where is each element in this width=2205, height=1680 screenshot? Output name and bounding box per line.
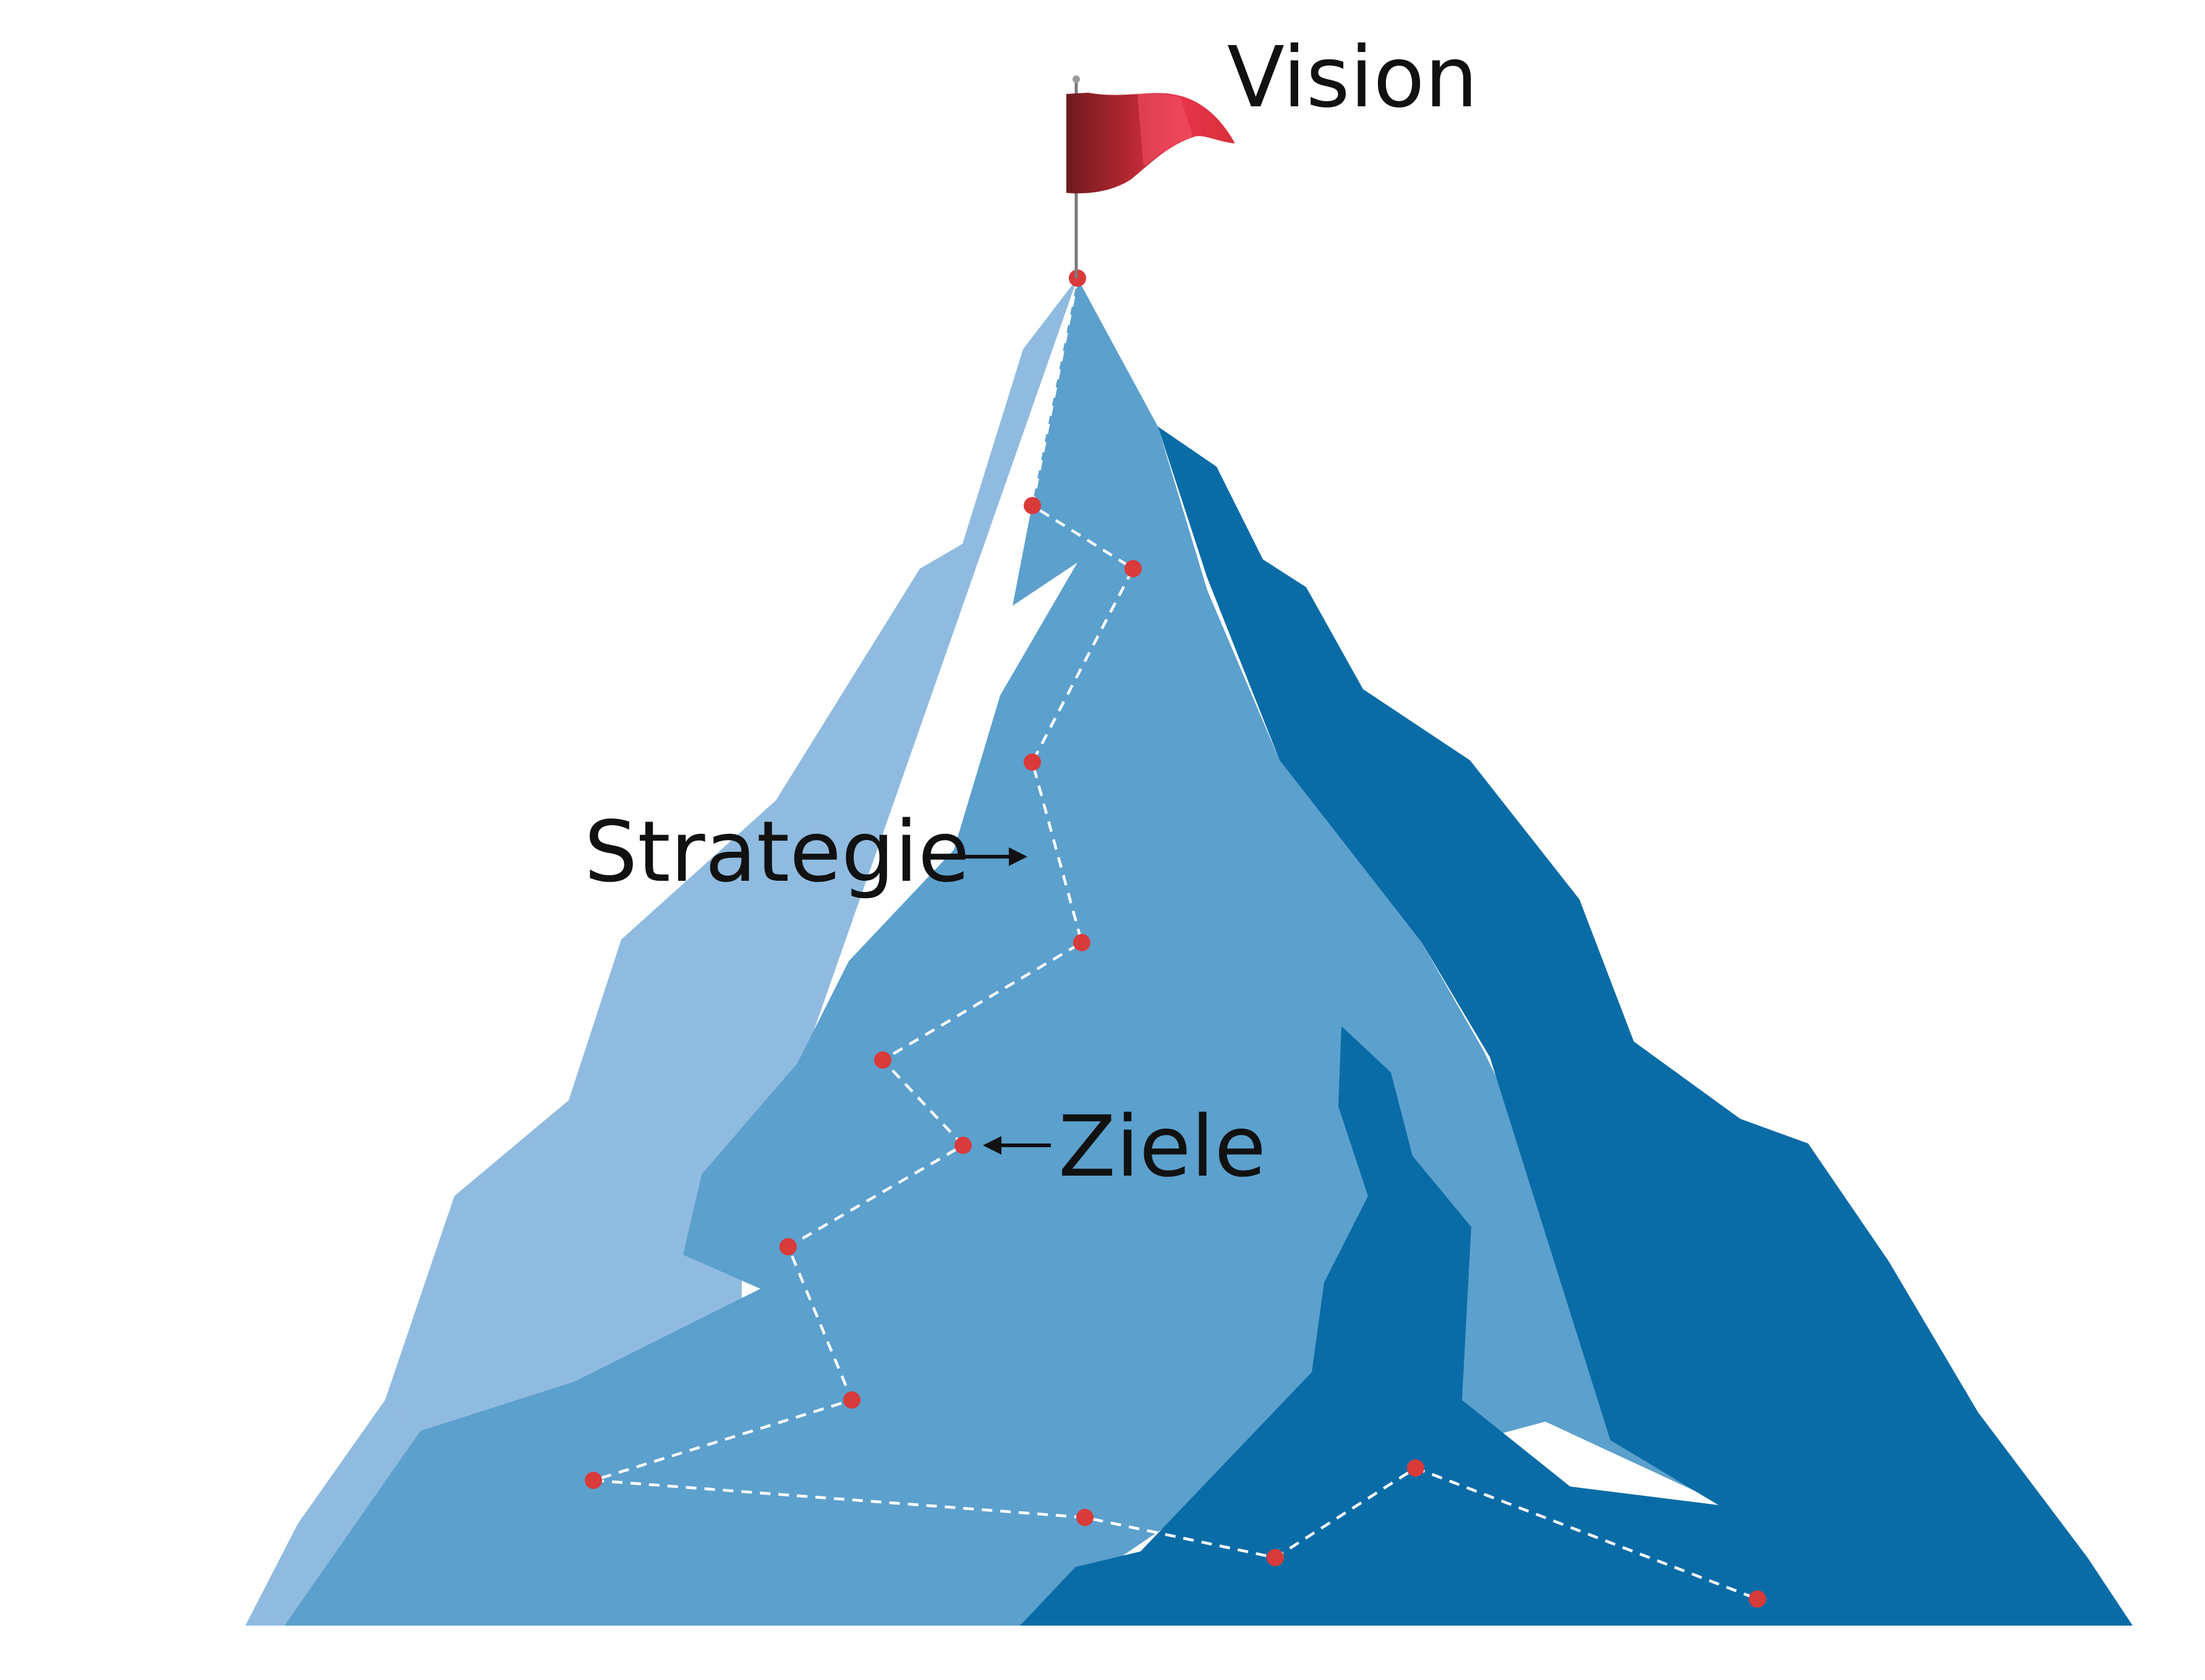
waypoint [1124, 560, 1142, 577]
flag-icon [1066, 75, 1235, 278]
arrow-left-icon [983, 1136, 1051, 1155]
flag-fold [1137, 93, 1193, 167]
vision-label: Vision [1227, 29, 1478, 127]
waypoint [1024, 497, 1041, 514]
strategy-label: Strategie [584, 804, 970, 901]
flag-pole-tip [1073, 75, 1080, 83]
mountain-dark-face [1020, 426, 2133, 1626]
waypoints [585, 269, 1766, 1608]
waypoint [1267, 1549, 1284, 1566]
waypoint [780, 1238, 797, 1255]
waypoint [1076, 1509, 1094, 1526]
waypoint [874, 1051, 891, 1069]
climbing-path [593, 278, 1758, 1601]
arrow-right-icon [959, 847, 1027, 866]
waypoint-start [1749, 1590, 1766, 1608]
waypoint [1073, 934, 1090, 951]
mountain-light-face [245, 278, 1077, 1626]
waypoint [1024, 753, 1041, 771]
waypoint [1407, 1459, 1424, 1477]
mountain-base-light [245, 1400, 420, 1626]
goals-label: Ziele [1058, 1098, 1266, 1196]
waypoint-goal [954, 1137, 972, 1154]
waypoint [585, 1472, 602, 1489]
waypoint [843, 1391, 860, 1409]
